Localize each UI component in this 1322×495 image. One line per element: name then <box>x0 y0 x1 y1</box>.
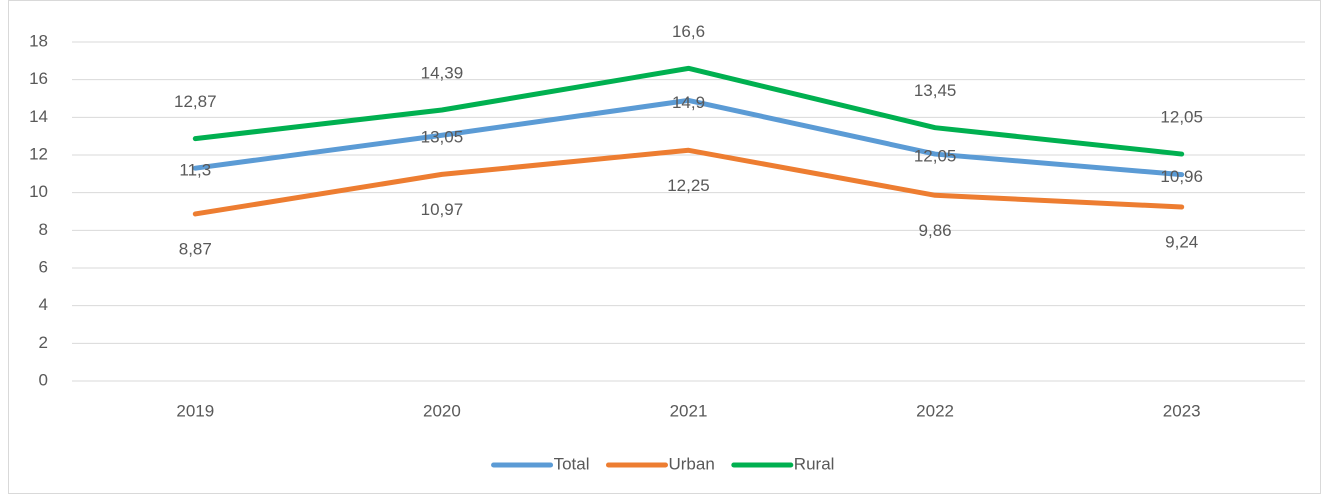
x-tick-label: 2021 <box>670 401 708 420</box>
y-tick-label: 6 <box>39 257 48 276</box>
data-label: 12,05 <box>914 147 957 166</box>
y-tick-label: 2 <box>39 333 48 352</box>
data-label: 12,05 <box>1160 108 1203 127</box>
data-label: 10,97 <box>421 200 464 219</box>
legend-label: Rural <box>794 454 835 473</box>
y-tick-label: 18 <box>29 31 48 50</box>
series-line <box>192 65 1185 157</box>
data-label: 11,3 <box>179 161 211 180</box>
data-label: 14,9 <box>672 93 705 112</box>
data-label: 9,24 <box>1165 232 1198 251</box>
chart-border <box>8 0 1321 494</box>
x-tick-label: 2019 <box>176 401 214 420</box>
y-tick-label: 10 <box>29 182 48 201</box>
data-label: 12,87 <box>174 92 217 111</box>
y-tick-label: 12 <box>29 144 48 163</box>
data-label: 9,86 <box>919 221 952 240</box>
data-label: 13,05 <box>421 128 464 147</box>
y-tick-label: 4 <box>39 295 48 314</box>
y-tick-label: 16 <box>29 69 48 88</box>
series-line <box>192 97 1185 178</box>
legend-label: Total <box>554 454 590 473</box>
data-label: 8,87 <box>179 239 212 258</box>
legend-label: Urban <box>668 454 714 473</box>
x-tick-label: 2020 <box>423 401 461 420</box>
series-line <box>192 147 1185 217</box>
y-tick-label: 14 <box>29 107 48 126</box>
data-label: 10,96 <box>1160 167 1203 186</box>
data-label: 13,45 <box>914 81 957 100</box>
data-label: 12,25 <box>667 176 710 195</box>
data-label: 14,39 <box>421 63 464 82</box>
data-label: 16,6 <box>672 22 705 41</box>
x-tick-label: 2022 <box>916 401 954 420</box>
y-tick-label: 8 <box>39 220 48 239</box>
x-tick-label: 2023 <box>1163 401 1201 420</box>
y-tick-label: 0 <box>39 370 48 389</box>
